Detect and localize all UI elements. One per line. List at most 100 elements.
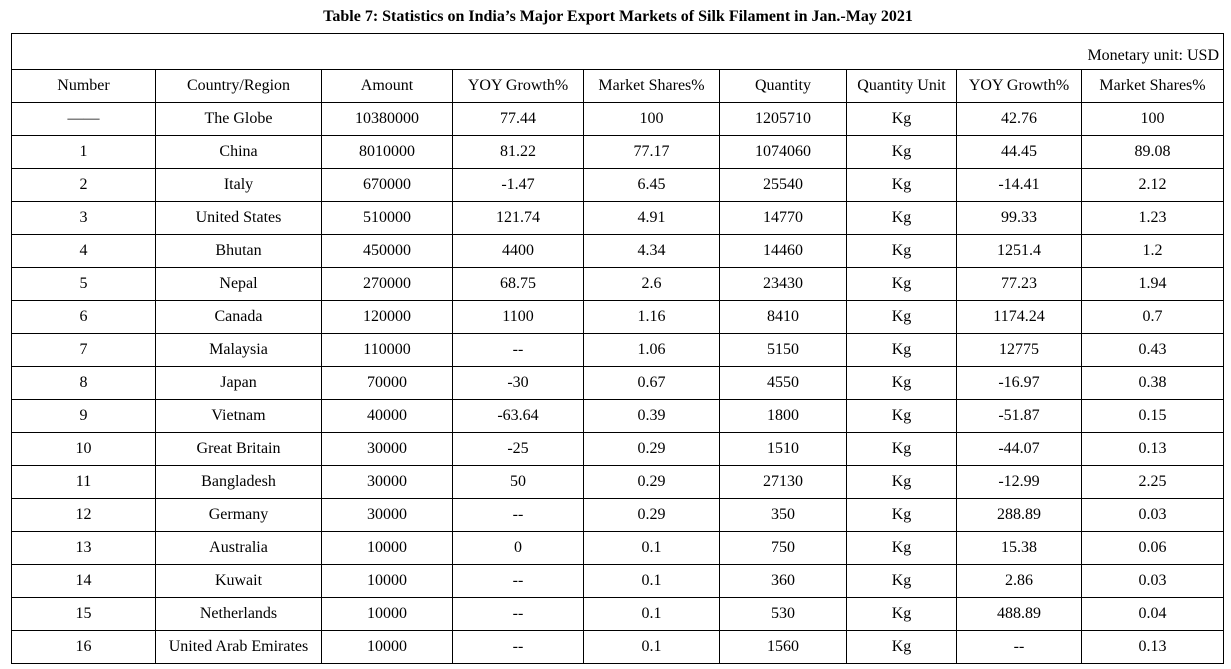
cell-market-shares-quantity: 0.03	[1081, 564, 1224, 598]
cell-country-region: Japan	[155, 366, 322, 400]
cell-quantity: 360	[719, 564, 847, 598]
cell-quantity-unit: Kg	[846, 630, 957, 664]
cell-yoy-growth-amount: -1.47	[452, 168, 584, 202]
header-row: Number Country/Region Amount YOY Growth%…	[11, 69, 1224, 103]
cell-country-region: Australia	[155, 531, 322, 565]
cell-yoy-growth-amount: 81.22	[452, 135, 584, 169]
header-quantity-unit: Quantity Unit	[846, 69, 957, 103]
cell-yoy-growth-quantity: 488.89	[956, 597, 1082, 631]
cell-yoy-growth-quantity: -44.07	[956, 432, 1082, 466]
cell-amount: 110000	[321, 333, 453, 367]
cell-quantity: 25540	[719, 168, 847, 202]
cell-country-region: Germany	[155, 498, 322, 532]
cell-number: 7	[11, 333, 156, 367]
cell-number: 4	[11, 234, 156, 268]
cell-quantity-unit: Kg	[846, 465, 957, 499]
cell-quantity: 23430	[719, 267, 847, 301]
cell-market-shares-amount: 0.1	[583, 597, 720, 631]
cell-yoy-growth-amount: 121.74	[452, 201, 584, 235]
cell-country-region: United States	[155, 201, 322, 235]
cell-amount: 30000	[321, 432, 453, 466]
cell-market-shares-quantity: 0.43	[1081, 333, 1224, 367]
cell-market-shares-amount: 1.16	[583, 300, 720, 334]
cell-quantity: 750	[719, 531, 847, 565]
cell-yoy-growth-quantity: 42.76	[956, 102, 1082, 136]
cell-quantity-unit: Kg	[846, 432, 957, 466]
cell-country-region: Netherlands	[155, 597, 322, 631]
cell-yoy-growth-amount: --	[452, 564, 584, 598]
cell-quantity: 1510	[719, 432, 847, 466]
cell-amount: 30000	[321, 498, 453, 532]
cell-yoy-growth-quantity: --	[956, 630, 1082, 664]
header-market-shares-quantity: Market Shares%	[1081, 69, 1224, 103]
cell-number: 15	[11, 597, 156, 631]
cell-market-shares-quantity: 89.08	[1081, 135, 1224, 169]
cell-number: 2	[11, 168, 156, 202]
cell-quantity-unit: Kg	[846, 399, 957, 433]
cell-market-shares-amount: 0.1	[583, 564, 720, 598]
cell-amount: 40000	[321, 399, 453, 433]
cell-yoy-growth-quantity: 99.33	[956, 201, 1082, 235]
cell-yoy-growth-quantity: 2.86	[956, 564, 1082, 598]
cell-country-region: Canada	[155, 300, 322, 334]
cell-quantity-unit: Kg	[846, 201, 957, 235]
cell-yoy-growth-quantity: -14.41	[956, 168, 1082, 202]
cell-number: 13	[11, 531, 156, 565]
cell-market-shares-quantity: 0.04	[1081, 597, 1224, 631]
cell-number: 11	[11, 465, 156, 499]
cell-quantity: 1205710	[719, 102, 847, 136]
cell-country-region: Kuwait	[155, 564, 322, 598]
cell-market-shares-amount: 0.67	[583, 366, 720, 400]
cell-yoy-growth-amount: 77.44	[452, 102, 584, 136]
cell-yoy-growth-amount: -63.64	[452, 399, 584, 433]
header-yoy-growth-amount: YOY Growth%	[452, 69, 584, 103]
header-yoy-growth-quantity: YOY Growth%	[956, 69, 1082, 103]
cell-quantity-unit: Kg	[846, 333, 957, 367]
cell-quantity-unit: Kg	[846, 564, 957, 598]
cell-yoy-growth-amount: --	[452, 630, 584, 664]
cell-market-shares-quantity: 0.38	[1081, 366, 1224, 400]
cell-quantity-unit: Kg	[846, 300, 957, 334]
cell-country-region: Italy	[155, 168, 322, 202]
cell-yoy-growth-amount: --	[452, 333, 584, 367]
table-row: 13 Australia 10000 0 0.1 750 Kg 15.38 0.06	[11, 531, 1224, 565]
table-row: 15 Netherlands 10000 -- 0.1 530 Kg 488.89 0.04	[11, 597, 1224, 631]
cell-quantity: 350	[719, 498, 847, 532]
cell-market-shares-quantity: 2.25	[1081, 465, 1224, 499]
cell-yoy-growth-quantity: 288.89	[956, 498, 1082, 532]
cell-quantity-unit: Kg	[846, 168, 957, 202]
cell-yoy-growth-amount: 0	[452, 531, 584, 565]
cell-quantity-unit: Kg	[846, 498, 957, 532]
cell-quantity: 1800	[719, 399, 847, 433]
cell-country-region: Malaysia	[155, 333, 322, 367]
cell-yoy-growth-quantity: 1174.24	[956, 300, 1082, 334]
table-row: 14 Kuwait 10000 -- 0.1 360 Kg 2.86 0.03	[11, 564, 1224, 598]
cell-quantity-unit: Kg	[846, 597, 957, 631]
header-number: Number	[11, 69, 156, 103]
cell-amount: 8010000	[321, 135, 453, 169]
header-amount: Amount	[321, 69, 453, 103]
cell-market-shares-amount: 0.29	[583, 498, 720, 532]
table-row: 4 Bhutan 450000 4400 4.34 14460 Kg 1251.4 1.2	[11, 234, 1224, 268]
table-row: 16 United Arab Emirates 10000 -- 0.1 1560 Kg --…	[11, 630, 1224, 664]
cell-market-shares-amount: 6.45	[583, 168, 720, 202]
cell-country-region: Bangladesh	[155, 465, 322, 499]
cell-market-shares-quantity: 1.23	[1081, 201, 1224, 235]
cell-market-shares-amount: 100	[583, 102, 720, 136]
table-row: 10 Great Britain 30000 -25 0.29 1510 Kg -44.07 0…	[11, 432, 1224, 466]
cell-number: ——	[11, 102, 156, 136]
cell-amount: 30000	[321, 465, 453, 499]
cell-number: 14	[11, 564, 156, 598]
header-market-shares-amount: Market Shares%	[583, 69, 720, 103]
cell-amount: 10000	[321, 531, 453, 565]
cell-market-shares-quantity: 0.06	[1081, 531, 1224, 565]
monetary-unit: Monetary unit: USD	[11, 33, 1224, 70]
cell-quantity-unit: Kg	[846, 102, 957, 136]
header-country-region: Country/Region	[155, 69, 322, 103]
cell-amount: 120000	[321, 300, 453, 334]
cell-amount: 10380000	[321, 102, 453, 136]
cell-country-region: China	[155, 135, 322, 169]
cell-quantity: 1074060	[719, 135, 847, 169]
cell-yoy-growth-quantity: 1251.4	[956, 234, 1082, 268]
cell-market-shares-amount: 2.6	[583, 267, 720, 301]
